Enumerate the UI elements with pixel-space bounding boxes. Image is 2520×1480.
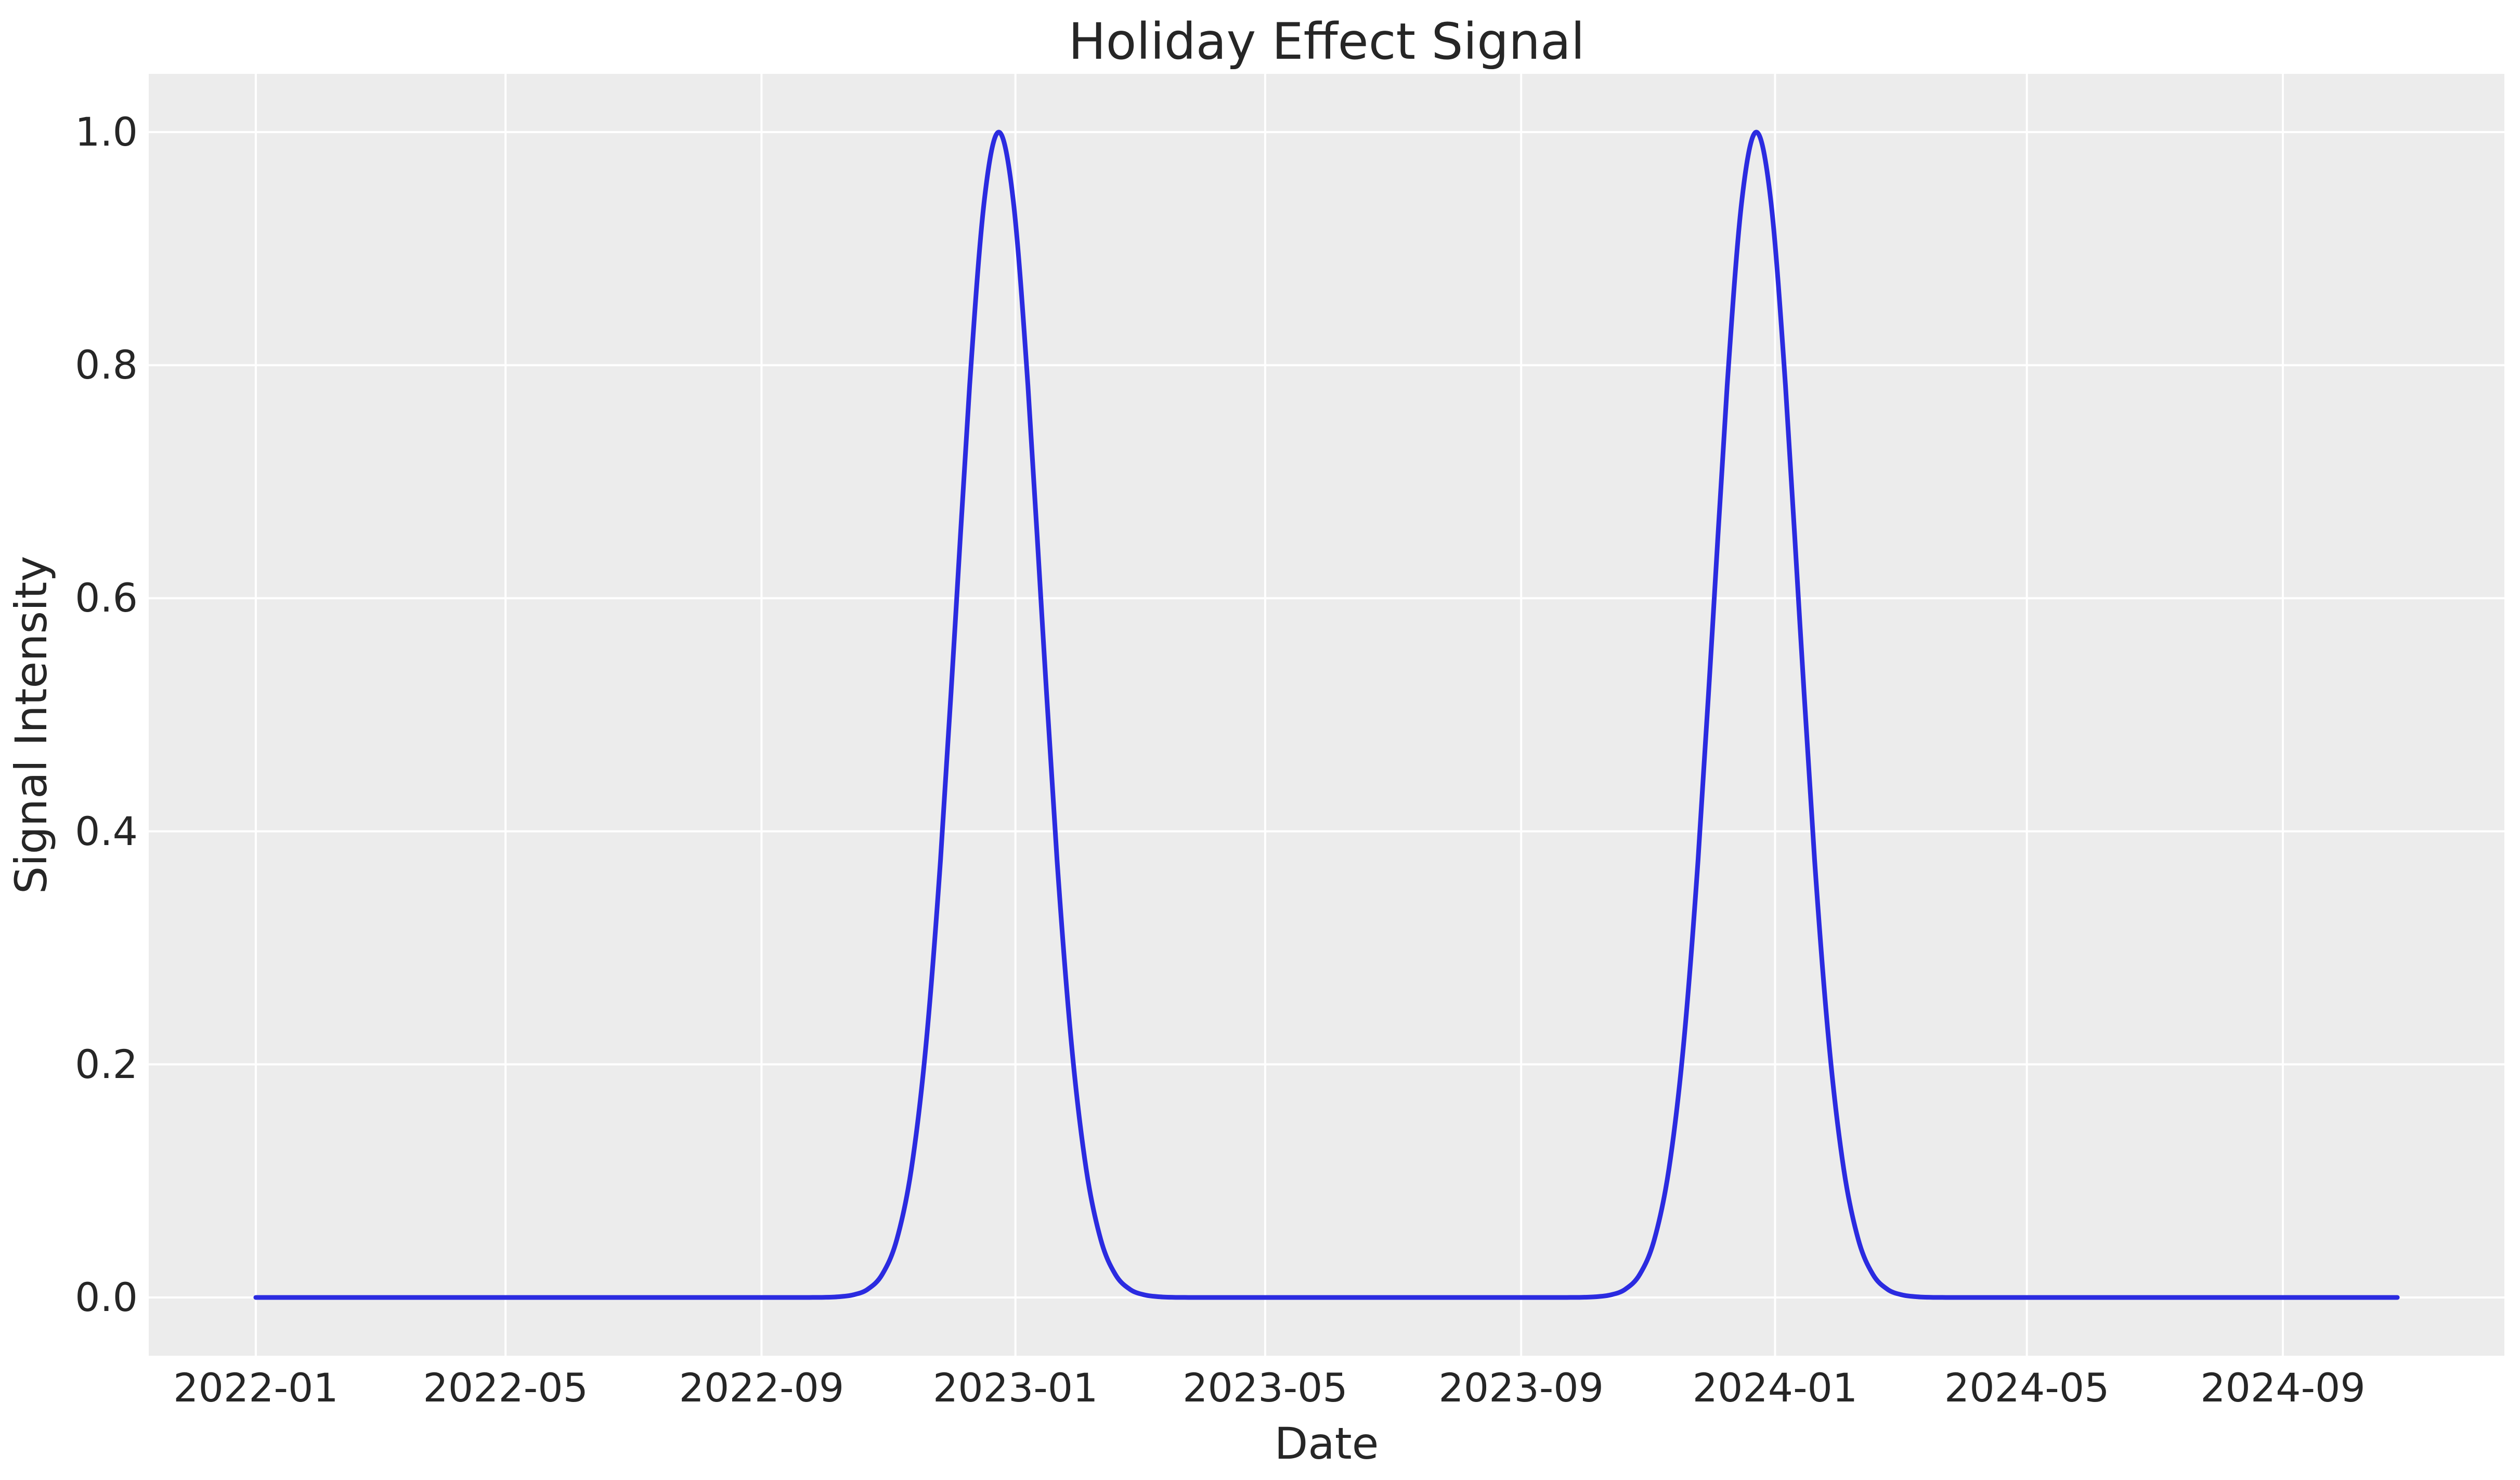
x-axis-label: Date bbox=[1274, 1418, 1379, 1469]
y-tick-label: 0.4 bbox=[75, 808, 138, 854]
x-tick-label: 2024-09 bbox=[2200, 1365, 2366, 1411]
y-tick-label: 0.6 bbox=[75, 575, 138, 621]
chart-title: Holiday Effect Signal bbox=[1068, 12, 1585, 71]
chart-svg bbox=[149, 74, 2504, 1356]
x-tick-label: 2022-09 bbox=[679, 1365, 845, 1411]
x-tick-label: 2024-01 bbox=[1692, 1365, 1858, 1411]
x-tick-label: 2022-01 bbox=[173, 1365, 339, 1411]
x-tick-label: 2023-05 bbox=[1183, 1365, 1348, 1411]
x-tick-label: 2023-01 bbox=[932, 1365, 1098, 1411]
series-line-holiday-effect-signal bbox=[253, 129, 2400, 1300]
plot-area bbox=[149, 74, 2504, 1356]
y-tick-label: 0.2 bbox=[75, 1041, 138, 1087]
x-tick-label: 2022-05 bbox=[423, 1365, 588, 1411]
y-tick-label: 0.8 bbox=[75, 342, 138, 388]
y-tick-label: 0.0 bbox=[75, 1274, 138, 1320]
y-tick-label: 1.0 bbox=[75, 109, 138, 155]
x-tick-label: 2024-05 bbox=[1944, 1365, 2110, 1411]
x-tick-label: 2023-09 bbox=[1438, 1365, 1604, 1411]
